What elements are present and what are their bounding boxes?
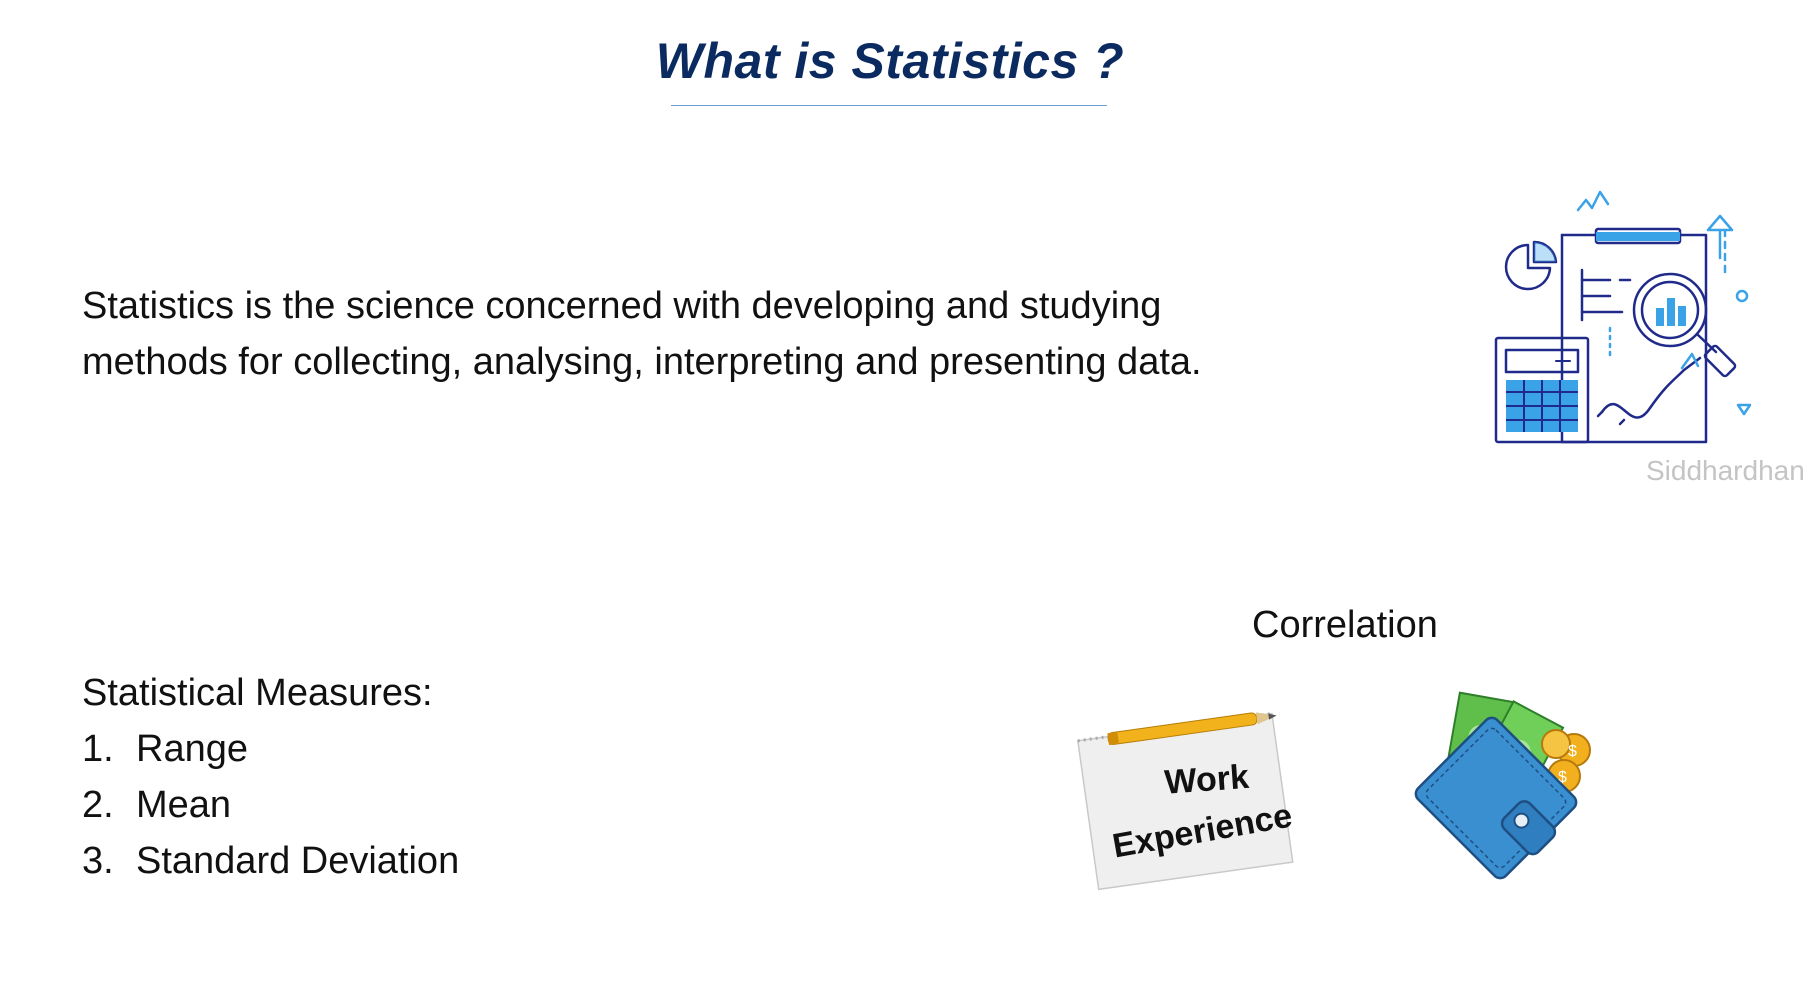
- list-item-label: Mean: [136, 784, 232, 826]
- definition-line-1: Statistics is the science concerned with…: [82, 285, 1162, 327]
- measures-heading: Statistical Measures:: [82, 672, 433, 714]
- notepad-word-work: Work: [1163, 758, 1250, 802]
- wallet-money-icon: $ $: [1406, 688, 1606, 893]
- list-item: 3. Standard Deviation: [82, 833, 459, 889]
- list-item-label: Standard Deviation: [136, 840, 460, 882]
- list-item: 2. Mean: [82, 777, 459, 833]
- measures-list: Statistical Measures: 1. Range 2. Mean 3…: [82, 665, 459, 889]
- correlation-label: Correlation: [1252, 604, 1438, 646]
- svg-text:$: $: [1568, 743, 1577, 760]
- list-item-label: Range: [136, 728, 248, 770]
- title-underline: [671, 105, 1107, 106]
- watermark: Siddhardhan: [1646, 455, 1805, 486]
- slide-title: What is Statistics ?: [655, 33, 1125, 89]
- list-item-number: 3.: [82, 840, 114, 882]
- list-item-number: 1.: [82, 728, 114, 770]
- list-item: 1. Range: [82, 721, 459, 777]
- definition-line-2: methods for collecting, analysing, inter…: [82, 341, 1202, 383]
- data-analysis-icon: [1470, 180, 1770, 455]
- list-item-number: 2.: [82, 784, 114, 826]
- notepad-pencil-icon: Work Experience: [1068, 692, 1308, 897]
- definition-text: Statistics is the science concerned with…: [82, 278, 1382, 390]
- svg-text:$: $: [1558, 769, 1567, 786]
